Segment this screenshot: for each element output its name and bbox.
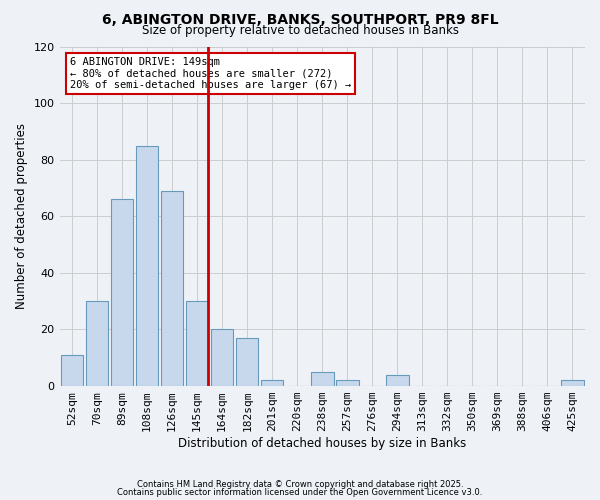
Bar [261,380,283,386]
Text: Contains public sector information licensed under the Open Government Licence v3: Contains public sector information licen… [118,488,482,497]
Bar [561,380,584,386]
Y-axis label: Number of detached properties: Number of detached properties [15,124,28,310]
Bar [61,355,83,386]
Bar [386,375,409,386]
Bar [236,338,259,386]
Text: Size of property relative to detached houses in Banks: Size of property relative to detached ho… [142,24,458,37]
X-axis label: Distribution of detached houses by size in Banks: Distribution of detached houses by size … [178,437,466,450]
Bar [311,372,334,386]
Text: 6, ABINGTON DRIVE, BANKS, SOUTHPORT, PR9 8FL: 6, ABINGTON DRIVE, BANKS, SOUTHPORT, PR9… [101,12,499,26]
Bar [111,200,133,386]
Bar [186,301,208,386]
Text: 6 ABINGTON DRIVE: 149sqm
← 80% of detached houses are smaller (272)
20% of semi-: 6 ABINGTON DRIVE: 149sqm ← 80% of detach… [70,56,352,90]
Bar [161,191,184,386]
Bar [136,146,158,386]
Bar [211,330,233,386]
Bar [336,380,359,386]
Text: Contains HM Land Registry data © Crown copyright and database right 2025.: Contains HM Land Registry data © Crown c… [137,480,463,489]
Bar [86,301,109,386]
